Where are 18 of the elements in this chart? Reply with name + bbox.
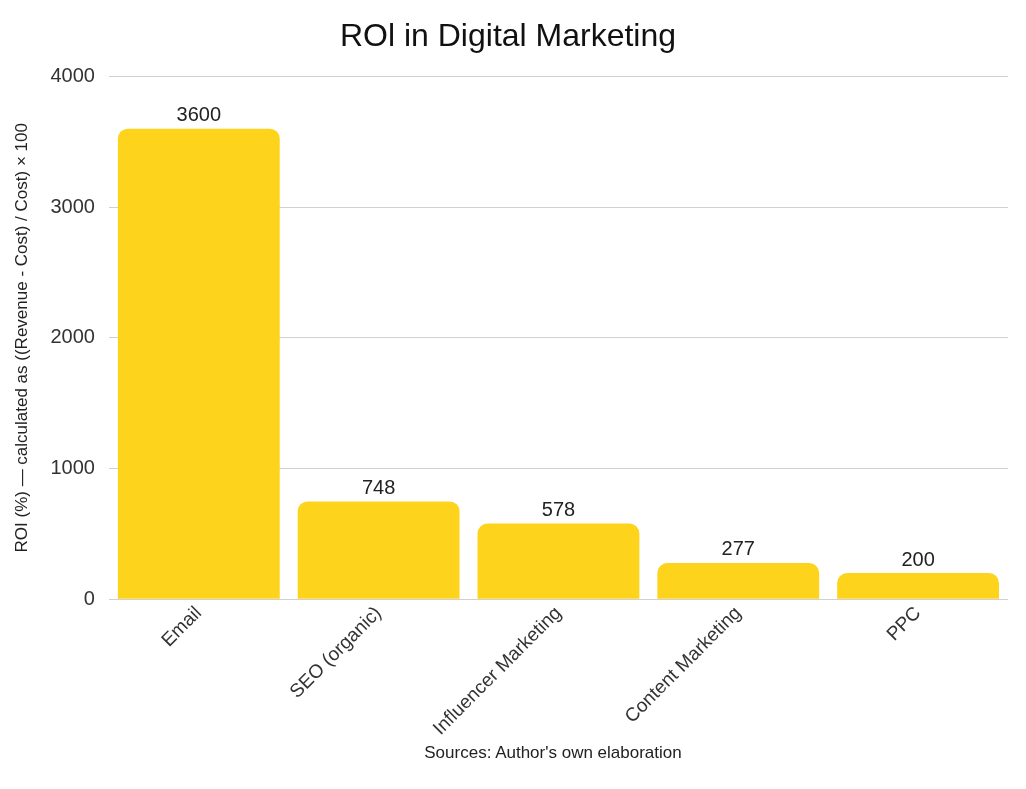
bar (477, 523, 640, 599)
bar (837, 573, 1000, 599)
y-axis-title: ROI (%) — calculated as ((Revenue - Cost) / Cost) × 100 (11, 123, 31, 553)
bar (117, 128, 280, 599)
y-tick-label: 4000 (50, 63, 95, 86)
data-label: 200 (901, 547, 935, 570)
chart-title: ROl in Digital Marketing (339, 17, 677, 54)
data-label: 3600 (176, 103, 222, 126)
y-tick-label: 0 (83, 586, 95, 609)
bar (657, 562, 820, 599)
bar (297, 501, 460, 599)
y-tick-label: 1000 (50, 455, 95, 478)
y-tick-label: 3000 (50, 194, 95, 217)
source-note: Sources: Author's own elaboration (423, 743, 683, 763)
data-label: 277 (721, 537, 755, 560)
y-tick-label: 2000 (50, 325, 95, 348)
data-label: 748 (361, 475, 396, 498)
data-label: 578 (541, 498, 576, 521)
